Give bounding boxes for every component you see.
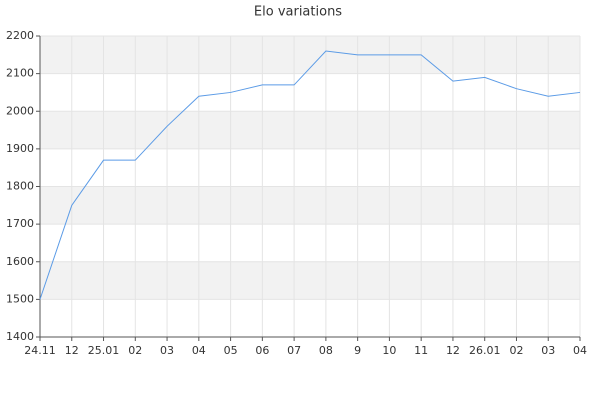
- y-tick-label: 1500: [6, 292, 34, 305]
- x-tick-label: 25.01: [88, 344, 120, 357]
- x-tick-label: 10: [382, 344, 396, 357]
- x-tick-label: 05: [224, 344, 238, 357]
- grid-band: [40, 261, 580, 300]
- x-tick-label: 02: [509, 344, 523, 357]
- x-tick-label: 07: [287, 344, 301, 357]
- y-tick-label: 1900: [6, 142, 34, 155]
- x-tick-label: 11: [414, 344, 428, 357]
- x-tick-label: 08: [319, 344, 333, 357]
- y-tick-label: 2200: [6, 29, 34, 42]
- y-tick-label: 1600: [6, 255, 34, 268]
- x-tick-label: 24.11: [24, 344, 56, 357]
- chart-title: Elo variations: [254, 5, 342, 20]
- x-tick-label: 12: [446, 344, 460, 357]
- grid-band: [40, 111, 580, 149]
- x-tick-label: 04: [192, 344, 206, 357]
- y-tick-label: 1800: [6, 180, 34, 193]
- x-tick-label: 12: [65, 344, 79, 357]
- y-tick-label: 2000: [6, 104, 34, 117]
- x-tick-label: 03: [541, 344, 555, 357]
- x-tick-label: 06: [255, 344, 269, 357]
- y-tick-label: 2100: [6, 67, 34, 80]
- x-tick-label: 04: [573, 344, 587, 357]
- x-tick-label: 9: [354, 344, 361, 357]
- y-tick-label: 1700: [6, 217, 34, 230]
- grid-band: [40, 186, 580, 225]
- y-tick-label: 1400: [6, 330, 34, 343]
- x-tick-label: 03: [160, 344, 174, 357]
- data-line: [39, 50, 581, 300]
- x-tick-label: 02: [128, 344, 142, 357]
- x-tick-label: 26.01: [469, 344, 501, 357]
